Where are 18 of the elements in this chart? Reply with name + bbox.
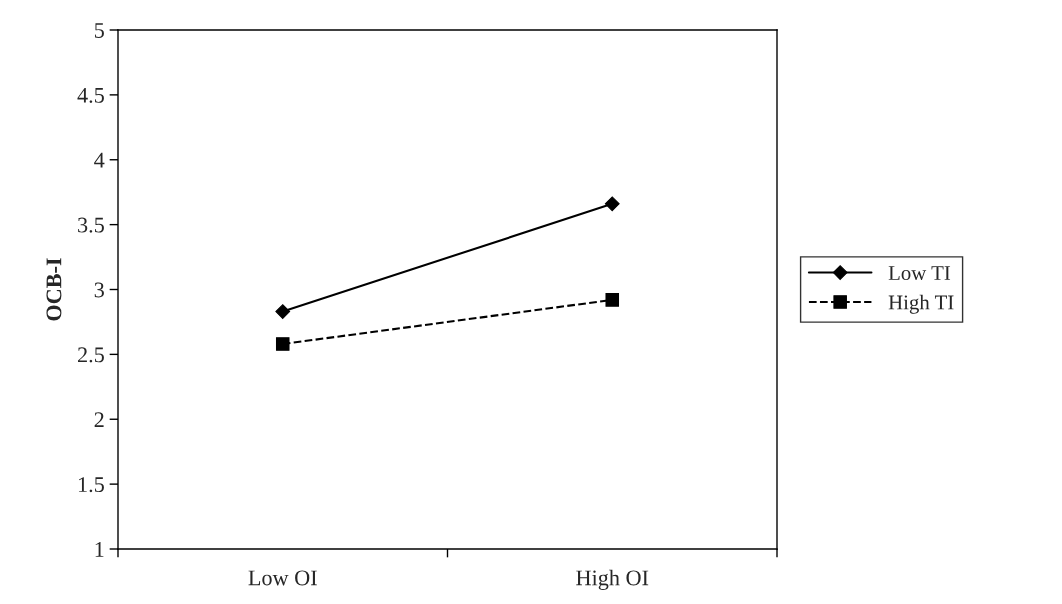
legend-label: High TI: [888, 294, 954, 314]
point: [275, 304, 291, 319]
point: [275, 337, 290, 351]
y-tick-label: 1: [95, 542, 104, 557]
y-tick-label: 3: [94, 282, 104, 298]
point: [604, 196, 620, 212]
x-tick-label: High OI: [576, 569, 649, 590]
y-tick-label: 3.5: [78, 217, 104, 233]
y-tick-label: 4: [94, 152, 105, 168]
y-tick-label: 4.5: [77, 87, 104, 103]
point: [605, 293, 620, 307]
y-tick-label: 5: [94, 23, 104, 38]
x-tick-label: Low OI: [248, 570, 317, 586]
y-tick-label: 1.5: [78, 477, 104, 493]
legend-label: Low TI: [888, 266, 951, 281]
y-axis-title: OCB-I: [46, 258, 62, 321]
y-tick-label: 2: [94, 412, 104, 427]
y-tick-label: 2.5: [78, 347, 104, 363]
